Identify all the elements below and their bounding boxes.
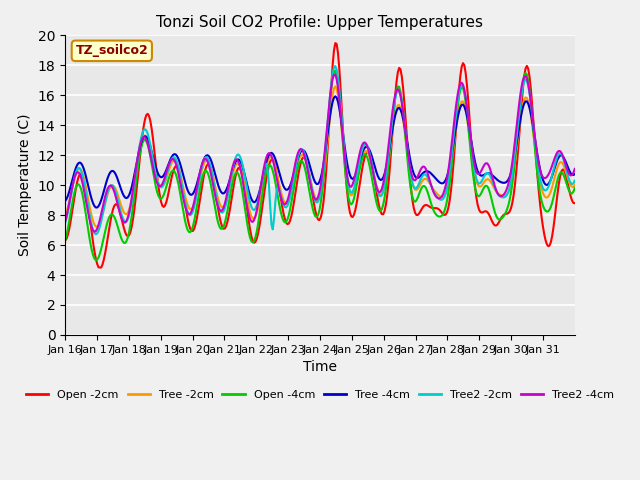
Line: Tree2 -4cm: Tree2 -4cm	[65, 74, 575, 232]
Line: Tree -4cm: Tree -4cm	[65, 96, 575, 207]
Open -4cm	[61, 238, 69, 243]
Tree2 -2cm	[428, 183, 435, 189]
Tree2 -4cm	[61, 218, 69, 224]
Tree2 -4cm	[330, 72, 338, 77]
Tree -2cm	[428, 183, 435, 189]
Tree -4cm	[428, 170, 435, 176]
Tree -4cm	[571, 171, 579, 177]
X-axis label: Time: Time	[303, 360, 337, 374]
Tree2 -2cm	[503, 192, 511, 198]
Tree -4cm	[570, 172, 577, 178]
Open -2cm	[428, 204, 435, 210]
Tree -2cm	[325, 128, 333, 133]
Open -2cm	[325, 129, 333, 134]
Title: Tonzi Soil CO2 Profile: Upper Temperatures: Tonzi Soil CO2 Profile: Upper Temperatur…	[157, 15, 483, 30]
Tree2 -4cm	[96, 217, 104, 223]
Open -2cm	[332, 40, 339, 46]
Open -2cm	[571, 200, 579, 206]
Tree -2cm	[332, 84, 339, 89]
Y-axis label: Soil Temperature (C): Soil Temperature (C)	[18, 114, 32, 256]
Open -2cm	[79, 173, 86, 179]
Tree2 -2cm	[61, 220, 69, 226]
Tree2 -2cm	[92, 231, 100, 237]
Open -2cm	[570, 200, 577, 206]
Tree2 -2cm	[79, 173, 86, 179]
Tree2 -4cm	[91, 229, 99, 235]
Tree -2cm	[570, 184, 577, 190]
Tree -2cm	[96, 220, 104, 226]
Tree -4cm	[96, 201, 104, 206]
Open -4cm	[570, 189, 577, 194]
Tree -4cm	[325, 123, 333, 129]
Tree -4cm	[92, 204, 100, 210]
Tree2 -2cm	[325, 108, 333, 114]
Tree2 -4cm	[503, 186, 511, 192]
Tree -4cm	[79, 163, 86, 168]
Open -4cm	[571, 185, 579, 191]
Tree -4cm	[61, 198, 69, 204]
Open -4cm	[79, 192, 86, 198]
Line: Tree2 -2cm: Tree2 -2cm	[65, 66, 575, 234]
Line: Open -4cm: Open -4cm	[65, 71, 575, 260]
Tree2 -4cm	[428, 182, 435, 188]
Tree -4cm	[503, 179, 511, 184]
Open -2cm	[96, 264, 104, 270]
Line: Tree -2cm: Tree -2cm	[65, 86, 575, 227]
Open -2cm	[503, 211, 511, 216]
Tree2 -4cm	[79, 180, 86, 186]
Tree2 -2cm	[332, 63, 339, 69]
Line: Open -2cm: Open -2cm	[65, 43, 575, 267]
Tree2 -4cm	[325, 107, 333, 113]
Tree2 -2cm	[571, 178, 579, 183]
Tree2 -4cm	[571, 166, 579, 172]
Open -4cm	[428, 201, 435, 206]
Tree -2cm	[79, 170, 86, 176]
Tree2 -4cm	[570, 170, 577, 176]
Text: TZ_soilco2: TZ_soilco2	[76, 44, 148, 57]
Open -2cm	[95, 264, 102, 270]
Tree -2cm	[503, 192, 511, 197]
Legend: Open -2cm, Tree -2cm, Open -4cm, Tree -4cm, Tree2 -2cm, Tree2 -4cm: Open -2cm, Tree -2cm, Open -4cm, Tree -4…	[22, 385, 618, 404]
Open -4cm	[325, 113, 333, 119]
Open -2cm	[61, 238, 69, 243]
Tree -4cm	[332, 94, 339, 99]
Open -4cm	[503, 207, 511, 213]
Tree2 -2cm	[96, 224, 104, 229]
Tree -2cm	[571, 182, 579, 188]
Open -4cm	[96, 251, 104, 257]
Open -4cm	[332, 68, 339, 73]
Tree -2cm	[93, 224, 101, 229]
Open -4cm	[92, 257, 100, 263]
Tree -2cm	[61, 212, 69, 218]
Tree2 -2cm	[570, 180, 577, 186]
